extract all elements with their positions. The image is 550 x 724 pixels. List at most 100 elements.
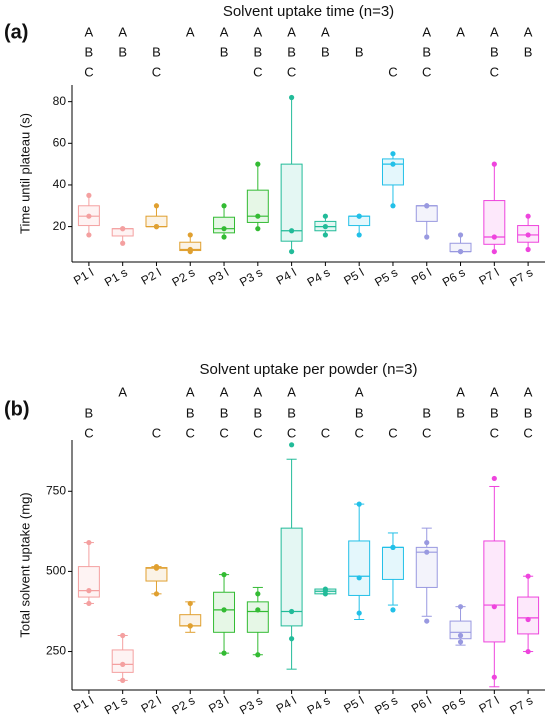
y-axis-label: Time until plateau (s): [17, 113, 32, 234]
y-tick-label: 750: [46, 483, 66, 497]
box: [77, 566, 100, 598]
x-tick-label: P4 l: [274, 693, 299, 715]
data-point: [289, 442, 295, 448]
group-letter: B: [490, 405, 499, 420]
data-point: [424, 203, 430, 209]
data-point: [86, 232, 92, 238]
y-tick-label: 40: [53, 177, 67, 191]
group-letter: A: [490, 384, 499, 399]
x-tick-label: P2 l: [139, 265, 164, 287]
x-tick-label: P3 l: [206, 693, 231, 715]
data-point: [322, 586, 328, 592]
data-point: [221, 226, 227, 232]
data-point: [153, 203, 160, 209]
group-letter: B: [253, 405, 262, 420]
group-letter: A: [287, 384, 296, 399]
box: [280, 163, 303, 242]
group-letter: B: [253, 44, 262, 59]
data-point: [187, 600, 193, 607]
group-letter: C: [84, 64, 93, 79]
group-letter: B: [152, 44, 161, 59]
group-letter: A: [422, 24, 431, 39]
group-letter: B: [422, 405, 431, 420]
box: [449, 620, 472, 640]
group-letter: C: [354, 425, 363, 440]
x-tick-label: P3 l: [206, 265, 231, 287]
box: [483, 200, 506, 245]
group-letter: B: [524, 405, 533, 420]
group-letter: C: [186, 425, 195, 440]
box: [517, 596, 540, 635]
data-point: [86, 192, 92, 198]
group-letter: C: [152, 425, 161, 440]
data-point: [289, 636, 295, 642]
group-letter: C: [321, 425, 330, 440]
data-point: [289, 248, 295, 255]
x-tick-label: P1 l: [71, 693, 96, 715]
box: [348, 540, 371, 596]
group-letter: B: [355, 44, 364, 59]
x-tick-label: P1 s: [102, 693, 130, 717]
y-tick-label: 20: [53, 219, 67, 233]
group-letter: C: [219, 425, 228, 440]
group-letter: B: [118, 44, 127, 59]
group-letter: C: [84, 425, 93, 440]
group-letter: B: [490, 44, 499, 59]
data-point: [322, 232, 328, 238]
y-tick-label: 60: [53, 135, 67, 149]
group-letter: C: [287, 64, 296, 79]
data-point: [491, 604, 497, 610]
group-letter: C: [422, 425, 431, 440]
x-tick-label: P2 s: [170, 693, 198, 717]
group-letter: A: [186, 384, 195, 399]
data-point: [255, 161, 261, 167]
group-letter: A: [456, 384, 465, 399]
group-letter: A: [524, 24, 533, 39]
data-point: [255, 591, 261, 597]
box: [415, 546, 438, 588]
x-tick-label: P6 l: [409, 693, 434, 715]
data-point: [424, 618, 430, 624]
group-letter: C: [152, 64, 161, 79]
data-point: [255, 226, 261, 232]
group-letter: A: [490, 24, 499, 39]
y-tick-label: 250: [46, 644, 66, 658]
data-point: [187, 246, 193, 253]
data-point: [356, 575, 362, 581]
data-point: [86, 588, 92, 594]
data-point: [289, 608, 295, 615]
data-point: [289, 94, 295, 101]
panel-label: (b): [4, 398, 30, 420]
group-letter: A: [355, 384, 364, 399]
group-letter: A: [253, 384, 262, 399]
x-tick-label: P4 s: [305, 265, 333, 289]
group-letter: A: [220, 24, 229, 39]
data-point: [491, 248, 497, 255]
data-point: [255, 213, 261, 219]
x-tick-label: P3 s: [237, 265, 265, 289]
group-letter: A: [253, 24, 262, 39]
data-point: [491, 234, 497, 240]
x-tick-label: P3 s: [237, 693, 265, 717]
data-point: [221, 234, 227, 240]
data-point: [120, 661, 126, 667]
group-letter: A: [85, 24, 94, 39]
data-point: [457, 604, 464, 610]
group-letter: A: [287, 24, 296, 39]
data-point: [390, 607, 396, 613]
data-point: [457, 232, 464, 238]
group-letter: B: [287, 44, 296, 59]
data-point: [120, 632, 126, 639]
group-letter: A: [321, 24, 330, 39]
group-letter: C: [490, 64, 499, 79]
data-point: [457, 632, 464, 639]
data-point: [424, 539, 430, 546]
data-point: [221, 203, 227, 209]
x-tick-label: P4 s: [305, 693, 333, 717]
box: [280, 527, 303, 627]
group-letter: B: [85, 405, 94, 420]
data-point: [120, 226, 126, 232]
data-point: [424, 549, 430, 555]
data-point: [525, 213, 531, 219]
x-tick-label: P7 l: [476, 693, 501, 715]
